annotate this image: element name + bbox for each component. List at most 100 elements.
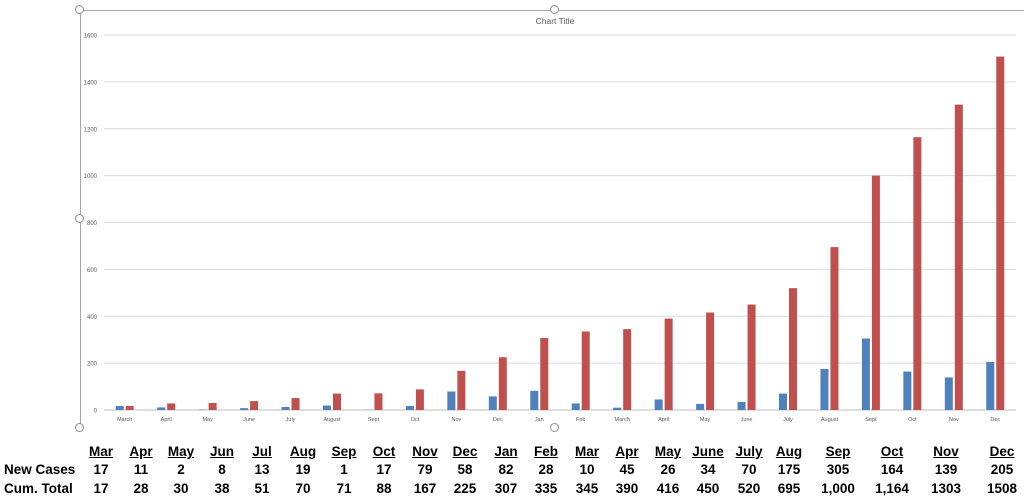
table-cell-cum-total: 17 bbox=[93, 481, 109, 496]
x-tick-label: Nov bbox=[949, 417, 959, 423]
table-cell-cum-total: 70 bbox=[295, 481, 311, 496]
chart-title: Chart Title bbox=[536, 16, 575, 26]
table-cell-cum-total: 71 bbox=[336, 481, 352, 496]
table-cell-new-cases: 11 bbox=[133, 462, 149, 477]
table-cell-new-cases: 28 bbox=[538, 462, 554, 477]
table-cell-new-cases: 205 bbox=[990, 462, 1014, 477]
bar-cum-total bbox=[125, 406, 134, 410]
bar-cum-total bbox=[291, 398, 300, 410]
bar-cum-total bbox=[830, 247, 839, 410]
bar-cum-total bbox=[871, 175, 880, 410]
bar-cum-total bbox=[747, 304, 756, 410]
bar-cum-total bbox=[954, 104, 963, 410]
table-cell-cum-total: 1508 bbox=[986, 481, 1018, 496]
x-tick-label: March bbox=[117, 417, 132, 423]
x-tick-label: May bbox=[700, 417, 711, 423]
x-tick-label: Oct bbox=[908, 417, 917, 423]
resize-handle-middle-left[interactable] bbox=[75, 214, 84, 223]
table-header-month: Aug bbox=[289, 444, 317, 459]
bar-new-cases bbox=[530, 390, 539, 410]
table-cell-new-cases: 34 bbox=[700, 462, 716, 477]
bar-new-cases bbox=[696, 403, 705, 410]
resize-handle-top-middle[interactable] bbox=[550, 5, 559, 14]
x-tick-label: August bbox=[821, 417, 839, 423]
table-header-month: Dec bbox=[452, 444, 478, 459]
table-header-month: Aug bbox=[775, 444, 803, 459]
x-tick-label: Dec bbox=[493, 417, 503, 423]
table-cell-new-cases: 175 bbox=[777, 462, 801, 477]
row-label-cum-total: Cum. Total bbox=[4, 481, 73, 496]
table-cell-cum-total: 307 bbox=[494, 481, 518, 496]
bar-new-cases bbox=[654, 399, 663, 410]
bar-new-cases bbox=[240, 408, 249, 410]
table-cell-new-cases: 10 bbox=[579, 462, 595, 477]
table-cell-new-cases: 79 bbox=[417, 462, 433, 477]
bar-new-cases bbox=[861, 338, 870, 410]
bar-new-cases bbox=[447, 391, 456, 410]
table-header-month: Mar bbox=[574, 444, 599, 459]
table-cell-cum-total: 345 bbox=[575, 481, 599, 496]
table-cell-cum-total: 225 bbox=[453, 481, 477, 496]
x-tick-label: March bbox=[615, 417, 630, 423]
y-tick-label: 1200 bbox=[84, 127, 98, 133]
x-tick-label: Sept bbox=[865, 417, 877, 423]
y-tick-label: 800 bbox=[87, 221, 98, 227]
table-header-month: Sep bbox=[331, 444, 357, 459]
table-cell-new-cases: 45 bbox=[619, 462, 635, 477]
table-header-month: Jan bbox=[494, 444, 518, 459]
bar-cum-total bbox=[706, 312, 715, 410]
table-header-month: Mar bbox=[88, 444, 113, 459]
bar-new-cases bbox=[613, 407, 622, 410]
x-tick-label: Sept bbox=[368, 417, 380, 423]
bar-new-cases bbox=[571, 403, 580, 410]
table-cell-new-cases: 2 bbox=[177, 462, 185, 477]
y-tick-label: 200 bbox=[87, 362, 98, 368]
table-cell-new-cases: 19 bbox=[295, 462, 311, 477]
table-cell-new-cases: 13 bbox=[254, 462, 270, 477]
table-header-month: Apr bbox=[129, 444, 153, 459]
x-tick-label: July bbox=[286, 417, 296, 423]
table-header-month: Dec bbox=[989, 444, 1015, 459]
bar-new-cases bbox=[903, 371, 912, 410]
bar-new-cases bbox=[737, 402, 746, 410]
bar-new-cases bbox=[779, 393, 787, 410]
table-header-month: May bbox=[654, 444, 682, 459]
x-tick-label: Dec bbox=[990, 417, 1000, 423]
table-cell-cum-total: 390 bbox=[615, 481, 639, 496]
resize-handle-bottom-middle[interactable] bbox=[550, 423, 559, 432]
bar-new-cases bbox=[405, 406, 414, 410]
table-header-month: Nov bbox=[933, 444, 959, 459]
y-tick-label: 1000 bbox=[84, 174, 98, 180]
bar-new-cases bbox=[488, 396, 497, 410]
bar-cum-total bbox=[457, 370, 466, 410]
bar-new-cases bbox=[820, 368, 829, 410]
table-cell-cum-total: 30 bbox=[173, 481, 189, 496]
table-cell-cum-total: 1303 bbox=[930, 481, 962, 496]
table-cell-new-cases: 58 bbox=[457, 462, 473, 477]
table-header-month: May bbox=[167, 444, 195, 459]
table-cell-new-cases: 26 bbox=[660, 462, 676, 477]
bar-cum-total bbox=[664, 318, 673, 410]
table-cell-cum-total: 1,164 bbox=[875, 481, 909, 496]
bar-cum-total bbox=[250, 401, 259, 410]
table-cell-cum-total: 335 bbox=[534, 481, 558, 496]
bar-cum-total bbox=[540, 338, 549, 410]
bar-new-cases bbox=[115, 406, 124, 410]
bar-cum-total bbox=[498, 357, 507, 410]
table-cell-cum-total: 520 bbox=[737, 481, 761, 496]
table-header-month: Jul bbox=[252, 444, 272, 459]
resize-handle-bottom-left[interactable] bbox=[75, 423, 84, 432]
bar-new-cases bbox=[157, 407, 166, 410]
x-tick-label: April bbox=[161, 417, 172, 423]
table-header-month: Oct bbox=[880, 444, 904, 459]
bar-cum-total bbox=[167, 403, 176, 410]
resize-handle-top-left[interactable] bbox=[75, 5, 84, 14]
table-header-month: Sep bbox=[825, 444, 851, 459]
bar-cum-total bbox=[996, 56, 1005, 410]
y-tick-label: 0 bbox=[94, 409, 98, 415]
table-header-month: Oct bbox=[372, 444, 396, 459]
bar-cum-total bbox=[374, 393, 383, 410]
x-tick-label: Nov bbox=[451, 417, 461, 423]
table-cell-cum-total: 28 bbox=[133, 481, 149, 496]
table-cell-new-cases: 8 bbox=[218, 462, 226, 477]
